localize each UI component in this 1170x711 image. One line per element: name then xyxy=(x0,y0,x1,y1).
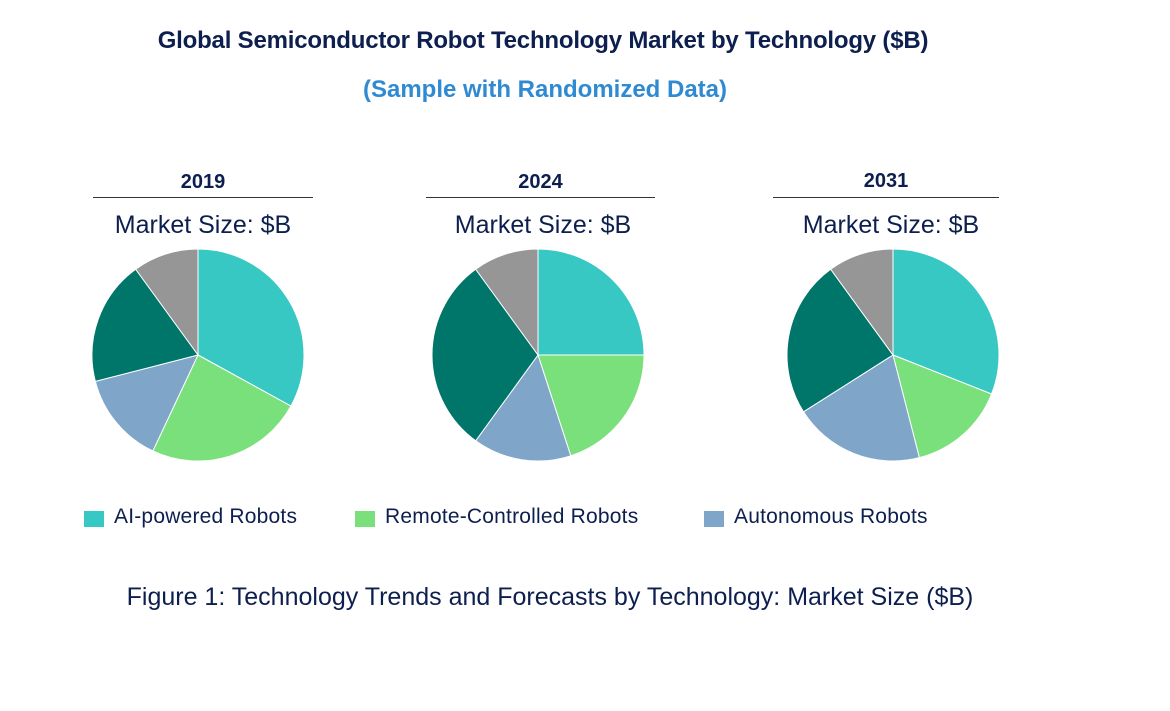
pie-2024-slice-4 xyxy=(431,268,539,442)
pie-2024-slice-5 xyxy=(474,248,539,357)
year-divider-2019 xyxy=(93,197,313,198)
chart-title: Global Semiconductor Robot Technology Ma… xyxy=(157,27,929,54)
pie-2019-slice-4 xyxy=(91,268,199,382)
pie-2031-slice-5 xyxy=(829,248,894,357)
pie-2031-slice-1 xyxy=(892,248,1000,395)
market-size-label-2019: Market Size: $B xyxy=(114,211,292,239)
figure-caption: Figure 1: Technology Trends and Forecast… xyxy=(126,583,974,611)
year-divider-2031 xyxy=(773,197,999,198)
legend-swatch-remote-controlled xyxy=(355,511,375,527)
pie-2019-slice-5 xyxy=(134,248,199,357)
pie-2024-slice-3 xyxy=(474,353,572,462)
pie-2031-slice-2 xyxy=(892,354,993,459)
chart-subtitle: (Sample with Randomized Data) xyxy=(362,76,728,103)
year-label-2031: 2031 xyxy=(863,170,909,192)
pie-2019-slice-2 xyxy=(152,354,292,462)
year-label-2019: 2019 xyxy=(180,171,226,193)
market-size-label-2024: Market Size: $B xyxy=(454,211,632,239)
pie-2019-slice-3 xyxy=(94,354,199,452)
pie-2024-slice-1 xyxy=(537,248,645,356)
pie-2031-slice-3 xyxy=(802,354,920,462)
pie-2019-slice-1 xyxy=(197,248,305,407)
legend-label-autonomous: Autonomous Robots xyxy=(734,505,928,528)
legend-swatch-ai-powered xyxy=(84,511,104,527)
market-size-label-2031: Market Size: $B xyxy=(802,211,980,239)
pie-2031-slice-4 xyxy=(786,268,894,413)
year-divider-2024 xyxy=(426,197,655,198)
legend-label-ai-powered: AI-powered Robots xyxy=(114,505,298,528)
legend-label-remote-controlled: Remote-Controlled Robots xyxy=(385,505,639,528)
pie-2024-slice-2 xyxy=(537,354,645,457)
legend-swatch-autonomous xyxy=(704,511,724,527)
year-label-2024: 2024 xyxy=(518,171,563,193)
